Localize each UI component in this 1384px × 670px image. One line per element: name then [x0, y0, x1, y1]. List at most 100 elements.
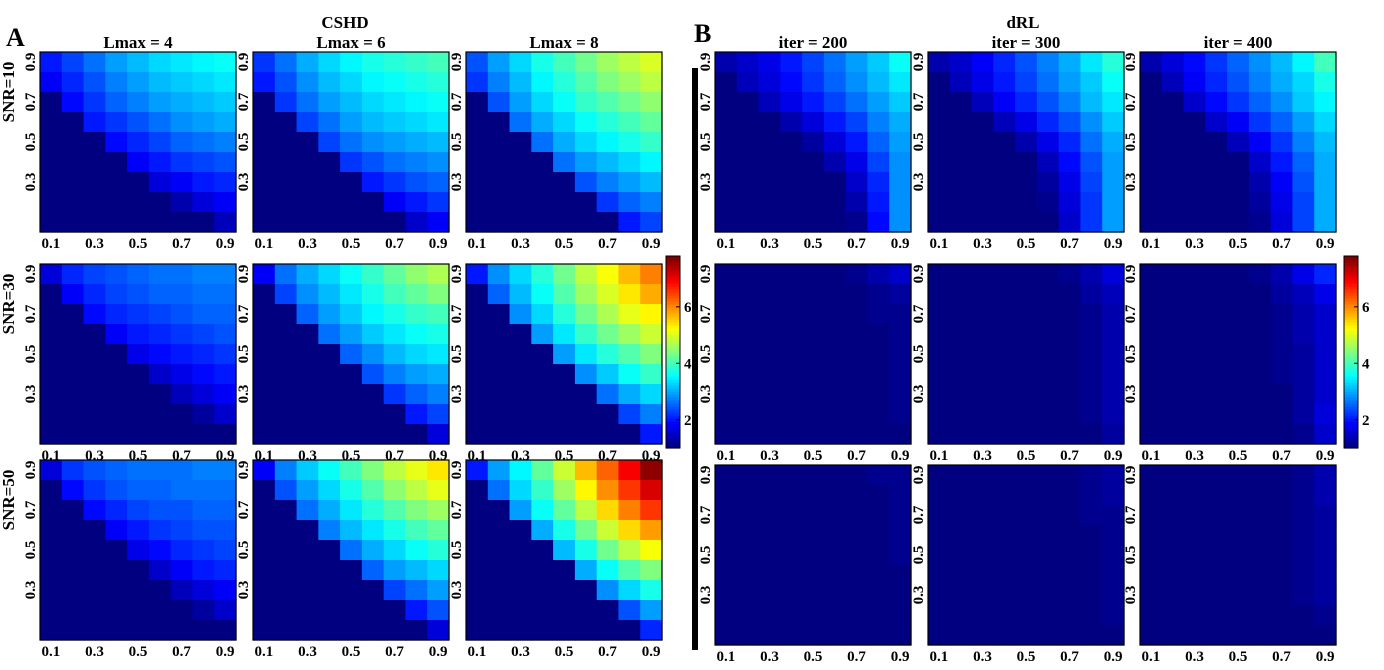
heatmap-cell — [1102, 72, 1125, 93]
row-label-snr-2: SNR=30 — [0, 274, 18, 335]
heatmap-cell — [758, 605, 781, 626]
heatmap-a-r3-c2: 0.1 0.3 0.5 0.7 0.90.30.50.70.9 — [236, 459, 450, 660]
heatmap-cell — [867, 605, 890, 626]
heatmap-cell — [83, 52, 106, 73]
heatmap-cell — [1140, 264, 1163, 285]
heatmap-cell — [596, 192, 620, 213]
heatmap-cell — [1036, 505, 1060, 526]
heatmap-cell — [427, 600, 450, 621]
x-tick-label: 0.9 — [429, 236, 448, 252]
heatmap-cell — [889, 284, 912, 305]
colorbar-swatch — [666, 436, 680, 440]
heatmap-cell — [318, 152, 341, 173]
heatmap-cell — [40, 600, 63, 621]
heatmap-cell — [1036, 585, 1060, 606]
heatmap-cell — [427, 152, 450, 173]
x-tick-label: 0.1 — [1142, 649, 1161, 665]
y-tick-label: 0.5 — [236, 345, 252, 364]
heatmap-cell — [823, 364, 847, 385]
heatmap-cell — [466, 500, 489, 521]
heatmap-cell — [889, 625, 912, 646]
heatmap-cell — [214, 92, 237, 113]
heatmap-cell — [736, 384, 760, 405]
heatmap-cell — [1080, 284, 1103, 305]
y-tick-label: 0.5 — [698, 345, 714, 364]
x-tick-label: 0.7 — [1060, 448, 1079, 464]
colorbar-swatch — [1344, 268, 1358, 272]
heatmap-cell — [148, 540, 172, 561]
heatmap-cell — [1080, 545, 1103, 566]
y-tick-label: 0.5 — [23, 541, 39, 560]
heatmap-cell — [1102, 52, 1125, 73]
heatmap-cell — [1205, 112, 1228, 133]
heatmap-cell — [192, 520, 215, 541]
heatmap-cell — [1036, 384, 1060, 405]
heatmap-cell — [574, 424, 598, 445]
heatmap-cell — [105, 580, 128, 601]
colorbar-swatch — [666, 355, 680, 359]
colorbar-swatch — [666, 382, 680, 386]
heatmap-cell — [1314, 132, 1337, 153]
heatmap-cell — [1058, 344, 1082, 365]
heatmap-b-r3-c3: 0.1 0.3 0.5 0.7 0.90.30.50.70.9 — [1123, 464, 1337, 665]
heatmap-cell — [1140, 585, 1163, 606]
heatmap-cell — [1205, 192, 1228, 213]
heatmap-cell — [1058, 505, 1082, 526]
heatmap-cell — [487, 500, 511, 521]
heatmap-cell — [574, 344, 598, 365]
heatmap-cell — [949, 52, 973, 73]
heatmap-cell — [466, 324, 489, 345]
heatmap-cell — [1102, 565, 1125, 586]
heatmap-cell — [1227, 112, 1250, 133]
heatmap-cell — [192, 304, 215, 325]
heatmap-cell — [758, 152, 781, 173]
heatmap-cell — [1161, 545, 1185, 566]
heatmap-cell — [83, 284, 106, 305]
heatmap-cell — [1292, 465, 1315, 486]
colorbar-swatch — [1344, 415, 1358, 419]
heatmap-cell — [509, 600, 532, 621]
heatmap-cell — [383, 304, 407, 325]
heatmap-cell — [296, 384, 319, 405]
heatmap-cell — [383, 92, 407, 113]
x-tick-label: 0.7 — [385, 644, 404, 660]
heatmap-cell — [1102, 424, 1125, 445]
heatmap-cell — [1140, 465, 1163, 486]
heatmap-cell — [640, 212, 663, 233]
x-tick-label: 0.3 — [1185, 236, 1204, 252]
heatmap-cell — [253, 580, 276, 601]
heatmap-cell — [1080, 384, 1103, 405]
heatmap-cell — [1140, 304, 1163, 325]
heatmap-cell — [780, 625, 803, 646]
heatmap-cell — [1036, 404, 1060, 425]
heatmap-cell — [127, 364, 150, 385]
heatmap-cell — [1080, 605, 1103, 626]
heatmap-cell — [928, 625, 951, 646]
heatmap-cell — [61, 92, 85, 113]
heatmap-cell — [715, 72, 738, 93]
heatmap-cell — [596, 212, 620, 233]
heatmap-cell — [715, 465, 738, 486]
column-title-a-3: Lmax = 8 — [529, 33, 598, 52]
heatmap-cell — [928, 324, 951, 345]
heatmap-cell — [1183, 364, 1206, 385]
heatmap-cell — [253, 560, 276, 581]
y-tick-label: 0.7 — [236, 304, 252, 323]
heatmap-cell — [1080, 132, 1103, 153]
heatmap-cell — [736, 344, 760, 365]
heatmap-cell — [928, 212, 951, 233]
column-title-a-1: Lmax = 4 — [103, 33, 173, 52]
heatmap-cell — [383, 212, 407, 233]
heatmap-cell — [640, 404, 663, 425]
heatmap-cell — [361, 384, 385, 405]
heatmap-cell — [253, 324, 276, 345]
heatmap-cell — [845, 264, 869, 285]
heatmap-cell — [1036, 152, 1060, 173]
heatmap-cell — [466, 344, 489, 365]
heatmap-cell — [618, 560, 641, 581]
heatmap-cell — [340, 132, 363, 153]
heatmap-cell — [1183, 605, 1206, 626]
heatmap-cell — [1036, 565, 1060, 586]
heatmap-cell — [318, 264, 341, 285]
heatmap-cell — [509, 132, 532, 153]
